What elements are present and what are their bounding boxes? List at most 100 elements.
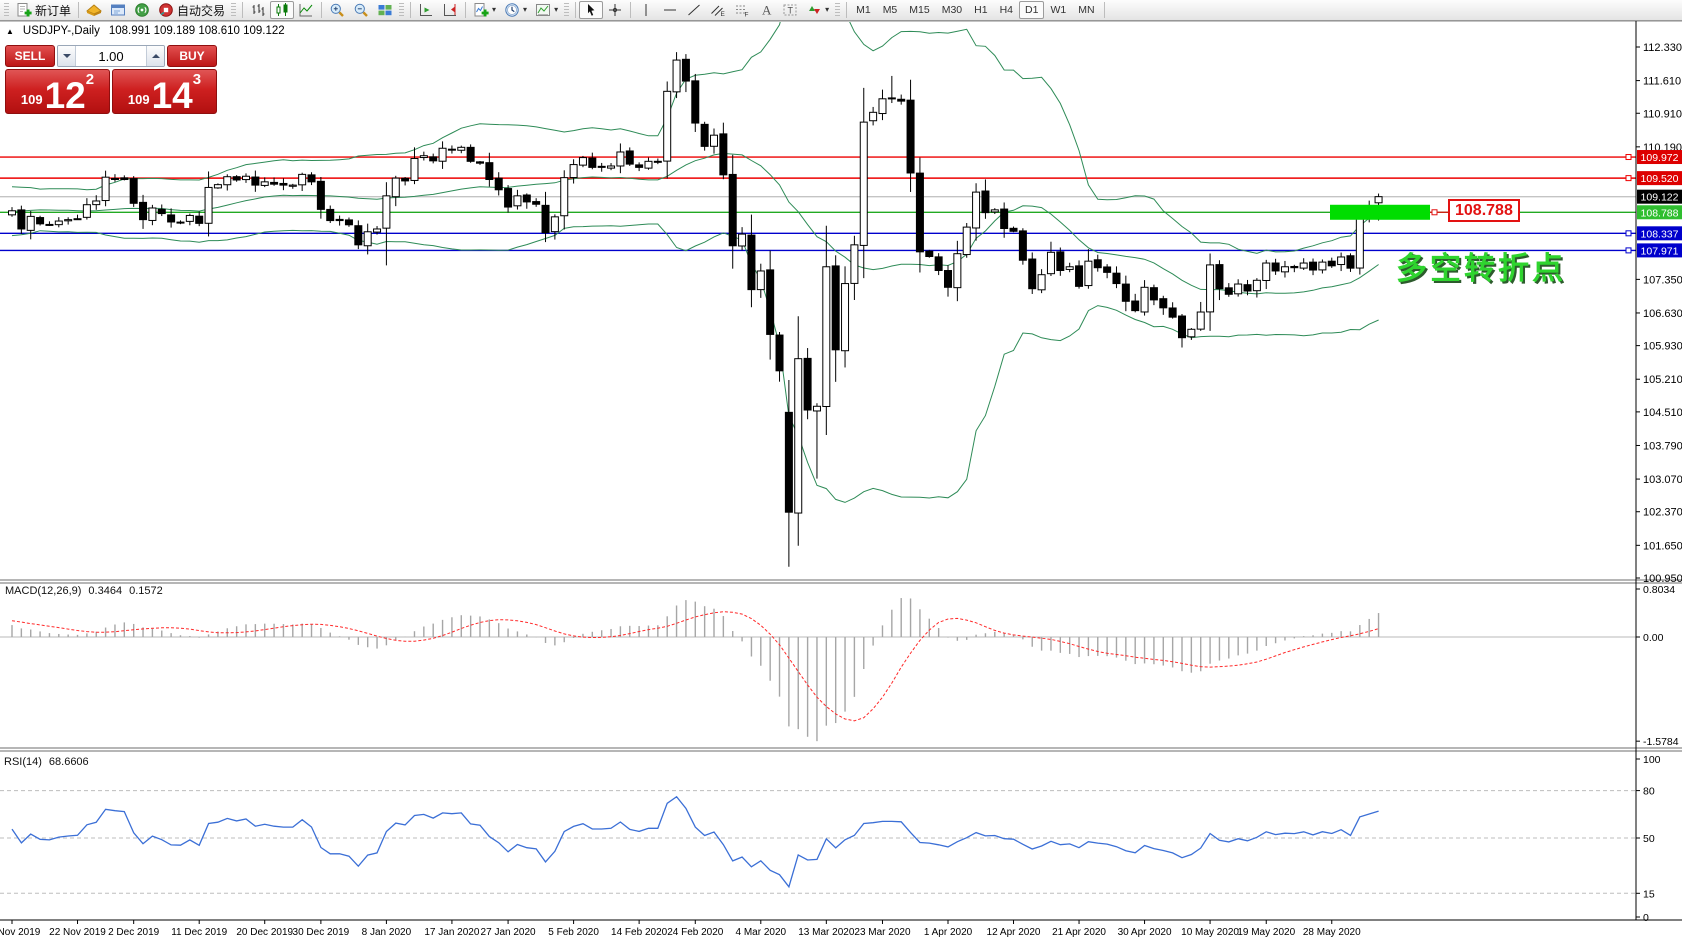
timeframe-m5-button[interactable]: M5 xyxy=(877,1,904,19)
svg-text:0: 0 xyxy=(1643,912,1649,924)
timeframe-m1-button[interactable]: M1 xyxy=(850,1,877,19)
volume-increase-button[interactable] xyxy=(146,46,164,66)
chart-shift-icon xyxy=(442,2,458,18)
one-click-trading-panel: SELL BUY 109 12 2 109 14 3 xyxy=(5,45,217,114)
auto-scroll-icon xyxy=(418,2,434,18)
svg-text:108.337: 108.337 xyxy=(1641,228,1679,240)
zoom-in-icon xyxy=(329,2,345,18)
macd-signal-line xyxy=(11,611,1379,722)
toolbar-separator xyxy=(465,2,467,18)
macd-signal-value: 0.1572 xyxy=(129,585,163,597)
svg-text:17 Jan 2020: 17 Jan 2020 xyxy=(424,927,479,938)
timeframe-w1-button[interactable]: W1 xyxy=(1044,1,1072,19)
toolbar: 新订单 自动交易 ▾ ▾ ▾ E F A xyxy=(0,0,1682,21)
toolbar-separator xyxy=(1103,2,1105,18)
buy-button[interactable]: BUY xyxy=(167,45,217,67)
svg-text:E: E xyxy=(721,11,726,18)
sell-quote-panel[interactable]: 109 12 2 xyxy=(5,69,110,114)
svg-text:1 Apr 2020: 1 Apr 2020 xyxy=(924,927,973,938)
toolbar-grip[interactable] xyxy=(399,3,405,17)
trendline-icon xyxy=(686,2,702,18)
tile-windows-button[interactable] xyxy=(373,1,397,19)
cursor-tool-button[interactable] xyxy=(579,1,604,19)
equidistant-channel-icon: E xyxy=(710,2,726,18)
crosshair-tool-button[interactable] xyxy=(603,1,627,19)
toolbar-grip[interactable] xyxy=(231,3,237,17)
candlestick-icon xyxy=(274,2,290,18)
dropdown-caret-icon: ▾ xyxy=(492,5,497,14)
volume-control xyxy=(57,45,165,67)
toolbar-grip[interactable] xyxy=(835,3,841,17)
chart-shift-button[interactable] xyxy=(438,1,462,19)
dropdown-caret-icon: ▾ xyxy=(825,5,830,14)
panel-toggle-icon[interactable]: ▲ xyxy=(6,26,14,36)
text-icon: A xyxy=(758,2,774,18)
buy-quote-panel[interactable]: 109 14 3 xyxy=(112,69,217,114)
line-handle[interactable] xyxy=(1625,247,1632,254)
trendline-tool-button[interactable] xyxy=(682,1,706,19)
auto-scroll-button[interactable] xyxy=(414,1,438,19)
line-chart-button[interactable] xyxy=(294,1,318,19)
svg-text:21 Apr 2020: 21 Apr 2020 xyxy=(1052,927,1106,938)
channel-tool-button[interactable]: E xyxy=(706,1,730,19)
bollinger-lower-band xyxy=(11,223,1379,503)
svg-text:19 May 2020: 19 May 2020 xyxy=(1237,927,1295,938)
toolbar-grip[interactable] xyxy=(4,3,9,17)
bar-chart-button[interactable] xyxy=(246,1,270,19)
timeframe-d1-button[interactable]: D1 xyxy=(1019,1,1045,19)
timeframe-h4-button[interactable]: H4 xyxy=(994,1,1019,19)
fibonacci-icon: F xyxy=(734,2,750,18)
fibonacci-tool-button[interactable]: F xyxy=(730,1,754,19)
horizontal-line-tool-button[interactable] xyxy=(658,1,682,19)
price-axis[interactable]: 112.330111.610110.910110.190107.350106.6… xyxy=(1636,42,1682,924)
vertical-line-tool-button[interactable] xyxy=(634,1,658,19)
timeframe-mn-button[interactable]: MN xyxy=(1072,1,1100,19)
terminal-button[interactable] xyxy=(106,1,130,19)
templates-button[interactable]: ▾ xyxy=(531,1,562,19)
volume-input[interactable] xyxy=(76,46,146,66)
svg-text:106.630: 106.630 xyxy=(1643,308,1682,320)
indicators-button[interactable]: ▾ xyxy=(469,1,500,19)
svg-text:15: 15 xyxy=(1643,888,1655,900)
periods-button[interactable]: ▾ xyxy=(500,1,531,19)
text-label-tool-button[interactable]: T xyxy=(778,1,802,19)
zoom-out-button[interactable] xyxy=(349,1,373,19)
volume-decrease-button[interactable] xyxy=(58,46,76,66)
metaeditor-button[interactable] xyxy=(82,1,106,19)
price-badge xyxy=(1637,205,1682,220)
signals-icon xyxy=(134,2,150,18)
toolbar-grip[interactable] xyxy=(564,3,570,17)
timeframe-m30-button[interactable]: M30 xyxy=(936,1,968,19)
line-handle[interactable] xyxy=(1625,154,1632,161)
svg-text:105.210: 105.210 xyxy=(1643,374,1682,386)
label-anchor-handle[interactable] xyxy=(1431,209,1438,216)
svg-text:0.00: 0.00 xyxy=(1643,632,1664,644)
rectangle-object[interactable] xyxy=(1330,204,1430,220)
price-badge xyxy=(1637,243,1682,258)
svg-text:101.650: 101.650 xyxy=(1643,540,1682,552)
arrows-tool-button[interactable]: ▾ xyxy=(802,1,833,19)
sell-button[interactable]: SELL xyxy=(5,45,55,67)
rsi-panel xyxy=(0,790,1636,894)
autotrading-button[interactable]: 自动交易 xyxy=(154,1,229,19)
new-order-button[interactable]: 新订单 xyxy=(12,1,75,19)
new-order-icon xyxy=(16,2,32,18)
zoom-in-button[interactable] xyxy=(325,1,349,19)
svg-text:13 Nov 2019: 13 Nov 2019 xyxy=(0,927,41,938)
candlestick-button[interactable] xyxy=(270,1,295,19)
timeframe-m15-button[interactable]: M15 xyxy=(903,1,935,19)
signals-button[interactable] xyxy=(130,1,154,19)
line-handle[interactable] xyxy=(1625,230,1632,237)
sell-price-point: 2 xyxy=(85,71,95,88)
turning-point-annotation[interactable]: 多空转折点 xyxy=(1396,251,1566,286)
svg-text:103.790: 103.790 xyxy=(1643,440,1682,452)
text-tool-button[interactable]: A xyxy=(754,1,778,19)
timeframe-h1-button[interactable]: H1 xyxy=(968,1,993,19)
rsi-line xyxy=(11,795,1379,889)
line-handle[interactable] xyxy=(1625,175,1632,182)
svg-text:F: F xyxy=(745,12,749,19)
price-level-label[interactable]: 108.788 xyxy=(1448,199,1520,222)
